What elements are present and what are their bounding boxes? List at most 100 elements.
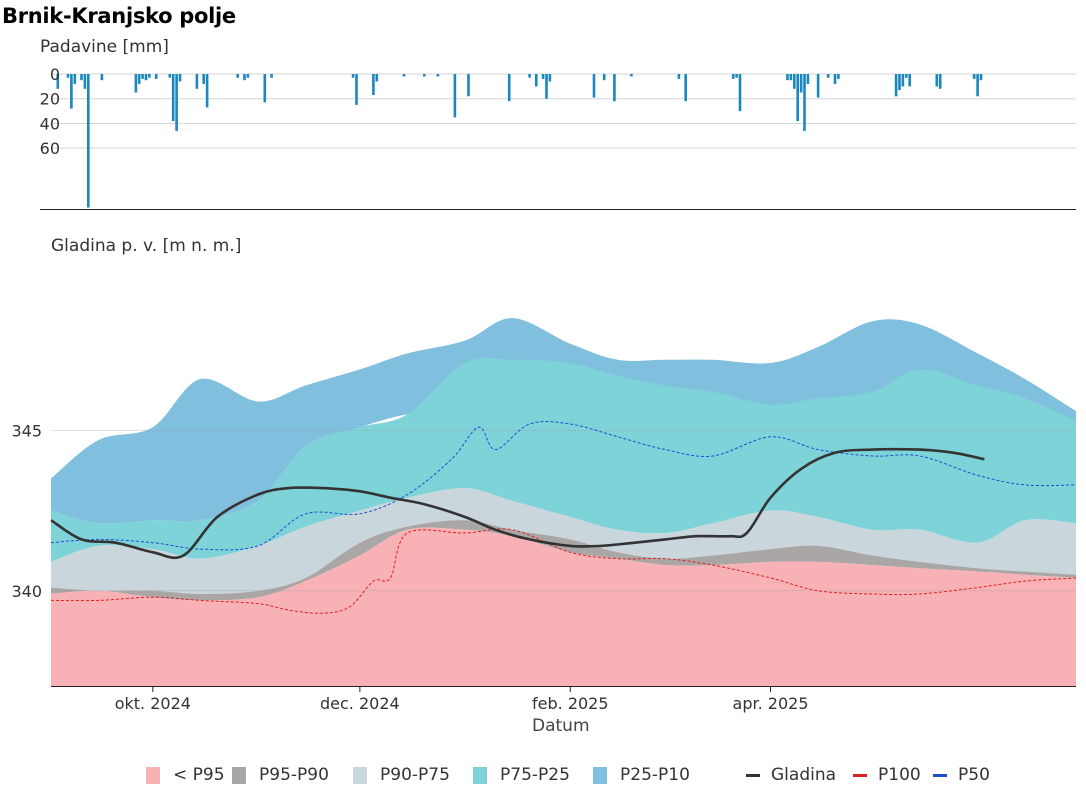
rain-bar — [938, 74, 942, 89]
rain-bar — [355, 74, 358, 105]
legend-item-p50[interactable]: P50 — [933, 762, 990, 788]
legend-item-p75-p25[interactable]: P75-P25 — [473, 762, 570, 788]
rain-bar — [545, 74, 548, 99]
rain-bar — [80, 74, 83, 81]
rain-bar — [372, 74, 375, 95]
level-lines — [50, 421, 1077, 614]
legend-swatch-p95-p90 — [232, 766, 246, 784]
legend-item-p100[interactable]: P100 — [853, 762, 921, 788]
x-tick-label: okt. 2024 — [115, 694, 191, 713]
legend-item-p95-p90[interactable]: P95-P90 — [232, 762, 329, 788]
rain-bar — [898, 74, 901, 91]
rain-bar — [402, 74, 406, 77]
rain-bar — [894, 74, 898, 97]
rain-gridlines — [51, 73, 1076, 149]
legend-item-lt-p95[interactable]: < P95 — [146, 762, 225, 788]
rain-bar — [205, 74, 209, 108]
gridlines — [51, 430, 1076, 592]
legend-label-p95-p90: P95-P90 — [259, 765, 329, 785]
rain-bar — [541, 74, 545, 79]
legend-label-p50: P50 — [958, 765, 990, 785]
rain-bar — [137, 74, 141, 84]
rain-bar — [423, 74, 426, 77]
x-tick-label: feb. 2025 — [532, 694, 609, 713]
legend-line-p100 — [853, 773, 867, 777]
rain-bar — [83, 74, 87, 89]
rain-ytick-label: 40 — [40, 114, 60, 133]
rain-bar — [178, 74, 182, 82]
legend-item-p25-p10[interactable]: P25-P10 — [593, 762, 690, 788]
rain-bar — [535, 74, 538, 87]
rain-bar — [803, 74, 806, 131]
rain-bar — [905, 74, 908, 78]
rain-bar — [148, 74, 151, 78]
rain-bar — [806, 74, 810, 84]
rain-bar — [630, 74, 633, 77]
level-ytick-label: 340 — [11, 582, 42, 601]
rain-bar — [908, 74, 911, 87]
rain-bar — [171, 74, 175, 121]
percentile-bands — [51, 318, 1076, 687]
x-tick-label: apr. 2025 — [733, 694, 809, 713]
line-p50 — [50, 421, 1077, 551]
legend-label-p90-p75: P90-P75 — [380, 765, 450, 785]
legend-label-lt-p95: < P95 — [173, 765, 225, 785]
rain-bar — [826, 74, 830, 78]
rain-bar — [141, 74, 144, 79]
rain-ytick-label: 0 — [50, 65, 60, 84]
axes: 0 20 40 60 340 345 okt. 2024 dec. 2024 feb. 2025… — [11, 65, 1076, 713]
rain-bar — [833, 74, 837, 84]
legend-line-p50 — [933, 773, 947, 777]
legend-label-p25-p10: P25-P10 — [620, 765, 690, 785]
legend-label-p100: P100 — [878, 765, 921, 785]
rain-bar — [154, 74, 158, 79]
rain-ytick-label: 60 — [40, 139, 60, 158]
rain-bar — [66, 74, 70, 78]
rain-bar — [263, 74, 267, 103]
rain-bar — [548, 74, 552, 82]
rain-bar — [168, 74, 172, 78]
x-axis-title: Datum — [532, 716, 590, 736]
rain-bar — [901, 74, 905, 87]
rain-bar — [731, 74, 735, 79]
rain-bar — [837, 74, 840, 79]
rain-bar — [735, 74, 738, 78]
band-p75-p25 — [51, 357, 1076, 562]
rain-bar — [175, 74, 178, 131]
rain-bar — [56, 74, 60, 89]
rain-bar — [134, 74, 138, 93]
legend-swatch-p90-p75 — [353, 766, 367, 784]
band-p25-p10 — [51, 318, 1076, 524]
legend-item-gladina[interactable]: Gladina — [746, 762, 836, 788]
rain-bar — [935, 74, 939, 87]
rain-bar — [87, 74, 90, 208]
rain-bar — [786, 74, 789, 81]
rain-bar — [793, 74, 796, 89]
rain-bar — [453, 74, 457, 118]
level-ytick-label: 345 — [11, 421, 42, 440]
level-panel-label: Gladina p. v. [m n. m.] — [51, 236, 242, 256]
rain-bar — [202, 74, 205, 84]
rain-bar — [144, 74, 148, 81]
rain-bar — [100, 74, 104, 81]
rain-bar — [738, 74, 742, 112]
rain-bars — [56, 74, 983, 208]
x-tick-label: dec. 2024 — [320, 694, 400, 713]
rain-bar — [528, 74, 531, 78]
rain-bar — [195, 74, 199, 89]
rain-bar — [243, 74, 246, 81]
legend-swatch-p75-p25 — [473, 766, 487, 784]
rain-bar — [70, 74, 73, 109]
rain-bar — [592, 74, 596, 98]
rain-bar — [976, 74, 979, 97]
band-p90-p75 — [51, 488, 1076, 594]
legend-swatch-lt-p95 — [146, 766, 160, 784]
rain-bar — [73, 74, 77, 84]
rain-bar — [677, 74, 681, 79]
rain-panel-label: Padavine [mm] — [40, 37, 169, 57]
chart-title: Brnik-Kranjsko polje — [2, 4, 236, 28]
legend-label-gladina: Gladina — [771, 765, 837, 785]
legend-item-p90-p75[interactable]: P90-P75 — [353, 762, 450, 788]
rain-bar — [375, 74, 379, 82]
